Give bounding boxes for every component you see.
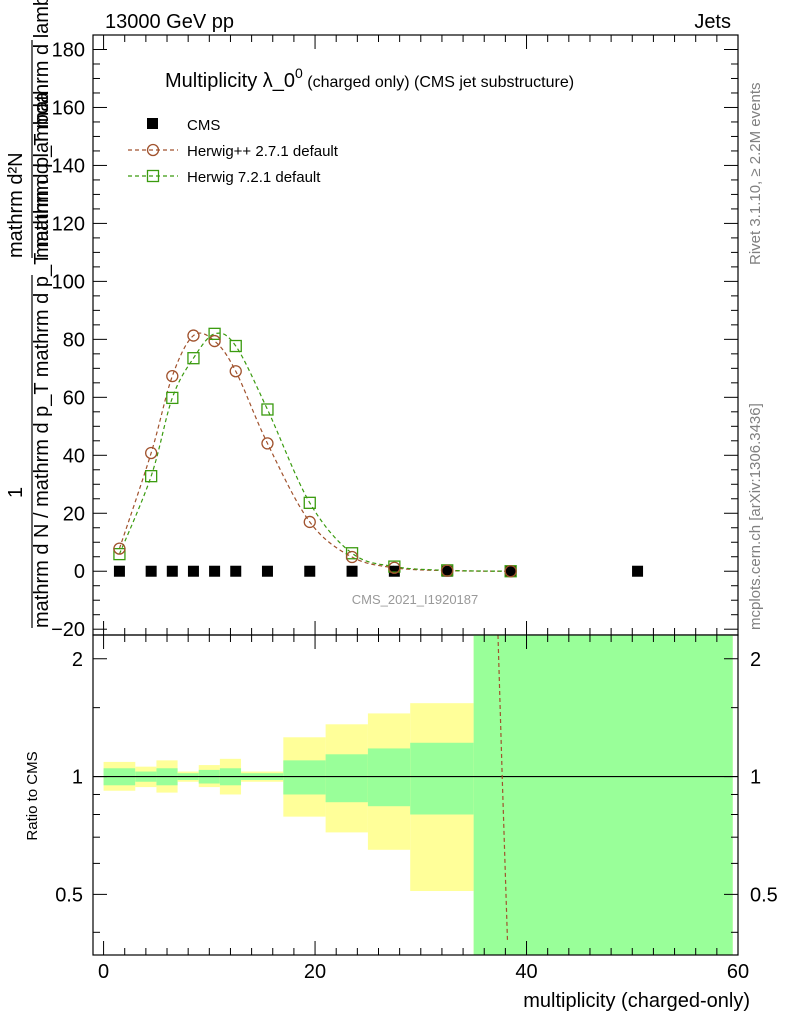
y-tick-label: 0 [74,561,85,583]
ratio-band-inner [325,754,368,803]
y-tick-label: 180 [52,39,85,61]
main-ylabel: mathrm d²N mathrm d p_T mathrm d lambda … [5,0,53,628]
herwigpp-curve [118,332,511,572]
herwigpp-point [113,542,126,555]
cms-data-point [505,565,517,577]
ratio-plot: 0 20 40 60 0.5 0.5 1 1 2 2 [55,634,778,983]
herwigpp-point [145,446,158,460]
herwigpp-point [504,565,517,578]
cms-data-point [166,565,178,577]
ylabel-bottom-numerator: 1 [5,487,27,498]
y-tick-label: 40 [63,445,85,467]
ratio-y-tick-label: 1 [72,767,83,789]
legend-cms-label: CMS [187,117,220,134]
cms-data-point [304,565,316,577]
herwigpp-point [303,515,316,529]
herwigpp-point [261,437,274,450]
herwigpp-point [187,329,200,342]
cms-data-point [632,565,644,577]
cms-data-point [441,565,453,577]
ratio-y-tick-label-right: 0.5 [750,884,778,906]
ratio-band-inner [473,635,733,955]
y-tick-label: 100 [52,271,85,293]
x-axis-label: multiplicity (charged-only) [523,990,750,1012]
x-tick-label: 40 [515,961,537,983]
cms-data-point [209,565,221,577]
herwigpp-point [388,561,401,574]
ratio-y-tick-label-right: 1 [750,767,761,789]
cms-data-point [187,565,199,577]
y-tick-label: 60 [63,387,85,409]
plot-title: Multiplicity λ_00 (charged only) (CMS je… [165,65,574,92]
x-tick-label: 20 [304,961,326,983]
plot-title-main: Multiplicity λ_0 [165,70,295,92]
herwig7-curve [118,332,511,572]
cms-data-point [145,565,157,577]
cms-data-point [230,565,242,577]
ratio-herwigpp-curve [497,634,509,942]
ratio-y-tick-label: 0.5 [55,884,83,906]
cms-data-point [113,565,125,577]
legend: CMS Herwig++ 2.7.1 default Herwig 7.2.1 … [128,117,339,186]
herwigpp-point [208,334,221,348]
herwig7-point [113,547,126,561]
ratio-frame [92,634,739,956]
header-right: Jets [694,11,731,33]
header-left: 13000 GeV pp [105,11,234,33]
herwig7-point [166,391,179,405]
legend-herwig7-marker [146,169,160,183]
y-tick-label: −20 [51,619,85,641]
ylabel-top-numerator: mathrm d²N [5,152,27,258]
ratio-band-inner [410,742,474,815]
rivet-label: Rivet 3.1.10, ≥ 2.2M events [747,83,764,266]
x-tick-label: 60 [727,961,749,983]
legend-herwig7-label: Herwig 7.2.1 default [187,169,321,186]
cms-data-point [261,565,273,577]
ratio-band-inner [367,748,411,807]
plot-title-superscript: 0 [295,65,303,81]
y-tick-label: 80 [63,329,85,351]
mcplots-label: mcplots.cern.ch [arXiv:1306.3436] [747,403,764,630]
ratio-y-tick-label-right: 2 [750,649,761,671]
legend-herwigpp-marker [146,143,160,157]
herwig7-point [187,352,200,365]
y-tick-label: 20 [63,503,85,525]
plot-title-rest: (charged only) (CMS jet substructure) [303,74,574,91]
herwigpp-point [166,370,179,383]
cms-data-point [388,565,400,577]
herwig7-point [303,496,316,509]
herwig7-point [345,547,359,560]
legend-cms-marker [147,118,158,129]
herwig7-point [229,339,242,353]
x-tick-label: 0 [98,961,109,983]
analysis-watermark: CMS_2021_I1920187 [352,592,479,607]
ylabel-bottom-denominator: mathrm d N / mathrm d p_T mathrm d p_T m… [31,91,53,628]
y-tick-label: 160 [52,97,85,119]
herwig7-point [145,470,158,483]
legend-herwigpp-label: Herwig++ 2.7.1 default [187,143,339,160]
ratio-ylabel: Ratio to CMS [24,751,41,840]
ylabel-top-denominator: mathrm d p_T mathrm d lambda [31,0,53,258]
ratio-band-inner [283,760,326,795]
ratio-y-tick-label: 2 [72,649,83,671]
herwig7-point [208,327,221,340]
herwigpp-point [441,564,454,577]
cms-data-point [346,565,358,577]
herwigpp-point [345,550,359,564]
herwigpp-point [229,365,242,378]
y-tick-label: 140 [52,155,85,177]
herwig7-point [261,403,274,416]
y-tick-label: 120 [52,213,85,235]
main-plot: −20 0 20 40 60 80 100 120 140 160 180 CMS_2021_I19… [51,34,739,641]
